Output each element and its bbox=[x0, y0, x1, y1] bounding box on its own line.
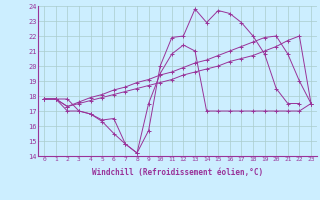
X-axis label: Windchill (Refroidissement éolien,°C): Windchill (Refroidissement éolien,°C) bbox=[92, 168, 263, 177]
